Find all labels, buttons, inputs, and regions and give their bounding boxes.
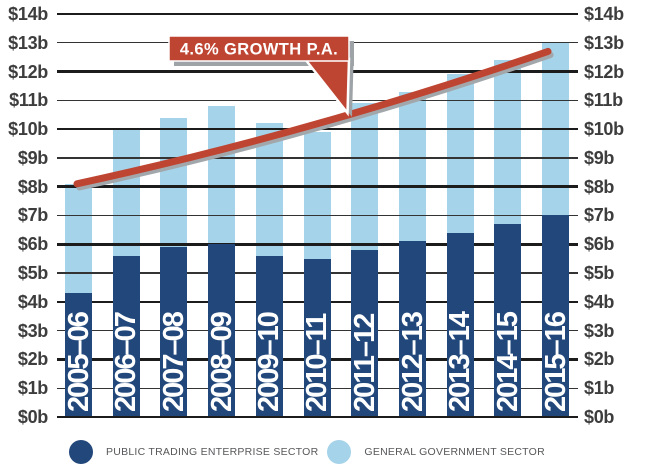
growth-callout-box — [168, 35, 350, 62]
bar-segment-general-government — [303, 132, 331, 260]
bar-segment-general-government — [160, 117, 188, 248]
bar-segment-general-government — [446, 74, 474, 234]
bar-year-label: 2006–07 — [110, 313, 143, 412]
y-axis-tick-label-right: $11b — [584, 90, 623, 111]
bar-year-label: 2005–06 — [62, 313, 95, 412]
bar-year-label: 2008–09 — [205, 313, 238, 412]
legend: PUBLIC TRADING ENTERPRISE SECTOR GENERAL… — [69, 440, 545, 464]
gridline — [57, 214, 578, 217]
y-axis-tick-label-right: $13b — [584, 32, 624, 53]
bar-segment-public-trading-enterprise — [65, 293, 92, 416]
y-axis-tick-label-right: $8b — [584, 176, 615, 197]
bar-year-label: 2009–10 — [253, 313, 286, 412]
bar-segment-general-government — [255, 123, 283, 257]
bar-segment-public-trading-enterprise — [446, 232, 474, 416]
y-axis-tick-label-right: $7b — [584, 205, 615, 226]
bar-segment-public-trading-enterprise — [542, 215, 570, 416]
y-axis-tick-label-left: $12b — [8, 61, 48, 82]
y-axis-tick-label-left: $3b — [17, 320, 48, 341]
y-axis-tick-label-left: $8b — [17, 176, 48, 197]
bar-segment-public-trading-enterprise — [160, 247, 188, 416]
bar-year-label: 2011–12 — [348, 314, 381, 412]
y-axis-tick-label-left: $9b — [17, 147, 48, 168]
gridline — [57, 99, 578, 102]
y-axis-tick-label-right: $9b — [584, 147, 615, 168]
bar-year-label: 2014–15 — [491, 313, 524, 412]
bar-segment-general-government — [112, 129, 140, 257]
bar-segment-public-trading-enterprise — [303, 258, 331, 416]
bar-segment-general-government — [494, 60, 522, 225]
y-axis-tick-label-right: $6b — [584, 234, 615, 255]
bar-segment-public-trading-enterprise — [351, 250, 379, 416]
bar-segment-general-government — [65, 183, 92, 294]
bar-segment-public-trading-enterprise — [112, 255, 140, 416]
y-axis-tick-label-right: $0b — [584, 407, 615, 427]
y-axis-tick-label-left: $0b — [17, 407, 48, 427]
bar-year-label: 2013–14 — [444, 313, 477, 412]
gridline — [57, 157, 578, 159]
y-axis-tick-label-left: $14b — [8, 3, 48, 24]
y-axis-tick-label-right: $1b — [584, 378, 615, 399]
gridline — [57, 42, 578, 44]
bar-year-label: 2015–16 — [539, 313, 572, 412]
y-axis-tick-label-left: $10b — [8, 119, 48, 140]
gridline — [57, 242, 578, 246]
y-axis-tick-label-right: $4b — [584, 291, 615, 312]
y-axis-tick-label-right: $2b — [584, 349, 615, 370]
growth-callout-box-shadow — [174, 41, 354, 66]
gridline — [57, 127, 578, 131]
bar-year-label: 2010–11 — [301, 314, 334, 412]
gridline — [57, 185, 578, 188]
y-axis-tick-label-left: $1b — [17, 378, 48, 399]
legend-label-general-government: GENERAL GOVERNMENT SECTOR — [364, 446, 545, 458]
y-axis-tick-label-left: $6b — [17, 234, 48, 255]
y-axis-tick-label-right: $14b — [584, 3, 624, 24]
bar-segment-public-trading-enterprise — [208, 244, 236, 416]
bar-year-label: 2012–13 — [396, 313, 429, 412]
legend-label-public-trading-enterprise: PUBLIC TRADING ENTERPRISE SECTOR — [106, 446, 319, 458]
gridline — [57, 415, 578, 419]
legend-swatch-general-government — [327, 440, 352, 464]
y-axis-tick-label-left: $13b — [8, 32, 48, 53]
y-axis-tick-label-left: $5b — [17, 263, 48, 284]
y-axis-tick-label-left: $11b — [9, 90, 48, 111]
bar-segment-public-trading-enterprise — [494, 224, 522, 416]
growth-callout-tail — [302, 57, 351, 117]
bar-segment-general-government — [351, 103, 379, 251]
gridline — [57, 70, 578, 73]
y-axis-tick-label-left: $2b — [17, 349, 48, 370]
y-axis-tick-label-left: $4b — [17, 291, 48, 312]
y-axis-tick-label-right: $5b — [584, 263, 615, 284]
y-axis-tick-label-right: $10b — [584, 119, 624, 140]
bar-year-label: 2007–08 — [157, 313, 190, 412]
y-axis-tick-label-right: $12b — [584, 61, 624, 82]
bar-segment-general-government — [399, 91, 427, 242]
legend-swatch-public-trading-enterprise — [69, 440, 93, 464]
y-axis-tick-label-left: $7b — [17, 205, 48, 226]
y-axis-tick-label-right: $3b — [584, 320, 615, 341]
gridline — [57, 12, 578, 16]
bar-segment-public-trading-enterprise — [399, 241, 427, 416]
bar-segment-public-trading-enterprise — [255, 255, 283, 416]
